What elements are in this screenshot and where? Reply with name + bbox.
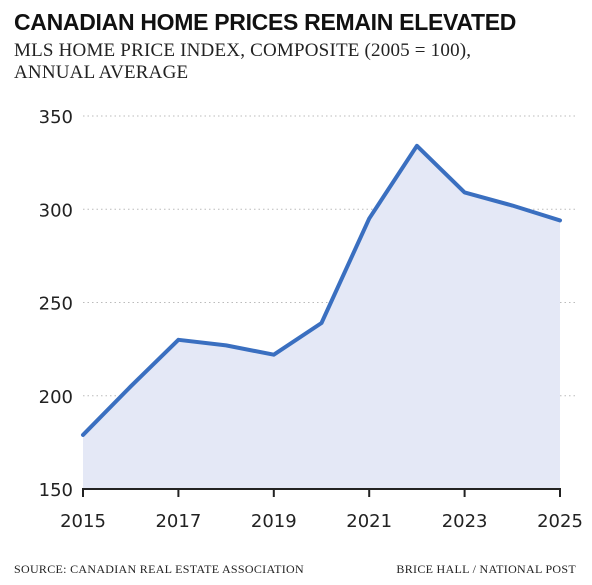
chart-subtitle-line-1: MLS HOME PRICE INDEX, COMPOSITE (2005 = …	[14, 40, 472, 61]
x-axis	[82, 488, 561, 497]
chart-title: CANADIAN HOME PRICES REMAIN ELEVATED	[14, 9, 517, 35]
y-axis-tick-labels: 150 200 250 300 350	[39, 107, 73, 501]
series-line-layer	[81, 143, 562, 437]
chart-subtitle-line-2: ANNUAL AVERAGE	[14, 62, 189, 83]
x-tick-label-2021: 2021	[346, 511, 392, 532]
source-note: SOURCE: CANADIAN REAL ESTATE ASSOCIATION	[14, 562, 304, 576]
y-tick-label-250: 250	[39, 294, 73, 315]
y-tick-label-150: 150	[39, 480, 73, 501]
x-tick-label-2015: 2015	[60, 511, 106, 532]
y-tick-label-300: 300	[39, 200, 73, 221]
x-tick-label-2017: 2017	[155, 511, 201, 532]
area-fill	[83, 145, 560, 489]
x-tick-label-2025: 2025	[537, 511, 583, 532]
x-tick-label-2023: 2023	[442, 511, 488, 532]
y-tick-label-200: 200	[39, 387, 73, 408]
y-tick-label-350: 350	[39, 107, 73, 128]
credit-note: BRICE HALL / NATIONAL POST	[396, 562, 576, 576]
area-fill-layer	[83, 145, 560, 489]
x-tick-label-2019: 2019	[251, 511, 297, 532]
series-line	[81, 143, 562, 437]
chart-subtitle: MLS HOME PRICE INDEX, COMPOSITE (2005 = …	[14, 40, 584, 84]
x-axis-tick-labels: 2015 2017 2019 2021 2023 2025	[60, 511, 583, 532]
